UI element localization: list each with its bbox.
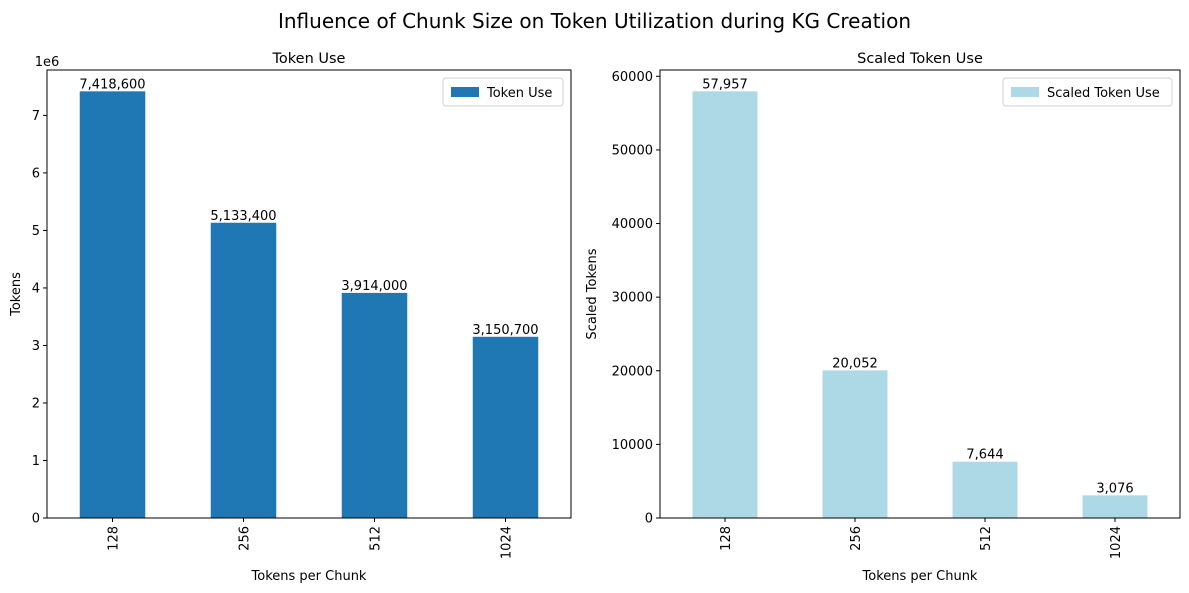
legend-swatch xyxy=(451,87,479,97)
bar-256 xyxy=(210,222,277,518)
y-tick-label: 4 xyxy=(32,281,40,296)
y-tick-label: 5 xyxy=(32,224,40,239)
y-tick-label: 0 xyxy=(645,512,653,527)
x-tick-label: 256 xyxy=(238,526,253,551)
y-axis-label: Tokens xyxy=(9,272,24,317)
legend-box xyxy=(442,77,564,107)
x-tick-label: 1024 xyxy=(500,526,515,559)
data-label: 20,052 xyxy=(832,356,878,371)
y-tick-label: 30000 xyxy=(612,291,653,306)
y-tick-label: 1 xyxy=(32,454,40,469)
x-tick-label: 128 xyxy=(719,526,734,551)
legend-box xyxy=(1002,77,1173,107)
y-offset-label: 1e6 xyxy=(35,55,60,70)
chart-token-use: 7,418,6001285,133,4002563,914,0005123,15… xyxy=(9,51,572,584)
chart-title: Token Use xyxy=(272,51,346,67)
data-label: 3,914,000 xyxy=(341,279,407,294)
legend-label: Scaled Token Use xyxy=(1047,86,1160,101)
figure-title: Influence of Chunk Size on Token Utiliza… xyxy=(278,9,911,33)
x-tick-label: 512 xyxy=(979,526,994,551)
legend-swatch xyxy=(1011,87,1039,97)
y-tick-label: 10000 xyxy=(612,438,653,453)
legend-label: Token Use xyxy=(486,86,552,101)
axes-frame xyxy=(46,69,572,519)
data-label: 7,418,600 xyxy=(79,77,145,92)
x-axis-label: Tokens per Chunk xyxy=(251,569,367,584)
y-tick-label: 50000 xyxy=(612,143,653,158)
bar-1024 xyxy=(472,336,539,518)
y-tick-label: 6 xyxy=(32,166,40,181)
bar-128 xyxy=(692,91,758,519)
y-tick-label: 2 xyxy=(32,396,40,411)
data-label: 3,076 xyxy=(1096,481,1133,496)
x-tick-label: 1024 xyxy=(1109,526,1124,559)
y-tick-label: 3 xyxy=(32,339,40,354)
y-tick-label: 40000 xyxy=(612,217,653,232)
data-label: 57,957 xyxy=(702,77,748,92)
x-tick-label: 256 xyxy=(849,526,864,551)
y-axis-label: Scaled Tokens xyxy=(585,248,600,339)
axes-frame xyxy=(659,69,1181,519)
bar-512 xyxy=(952,461,1018,518)
data-label: 3,150,700 xyxy=(472,323,538,338)
x-tick-label: 512 xyxy=(369,526,384,551)
data-label: 5,133,400 xyxy=(210,209,276,224)
y-tick-label: 60000 xyxy=(612,70,653,85)
y-tick-label: 0 xyxy=(32,512,40,527)
bar-128 xyxy=(79,91,146,518)
x-tick-label: 128 xyxy=(107,526,122,551)
chart-title: Scaled Token Use xyxy=(857,51,983,67)
y-tick-label: 20000 xyxy=(612,364,653,379)
bar-256 xyxy=(822,370,888,518)
x-axis-label: Tokens per Chunk xyxy=(862,569,978,584)
chart-scaled-token-use: 57,957 128 20,052 256 7,644 512 3,076 1024 0 1000… xyxy=(585,51,1181,584)
y-tick-label: 7 xyxy=(32,109,40,124)
data-label: 7,644 xyxy=(966,448,1003,463)
bar-1024 xyxy=(1082,495,1148,518)
bar-512 xyxy=(341,292,408,518)
